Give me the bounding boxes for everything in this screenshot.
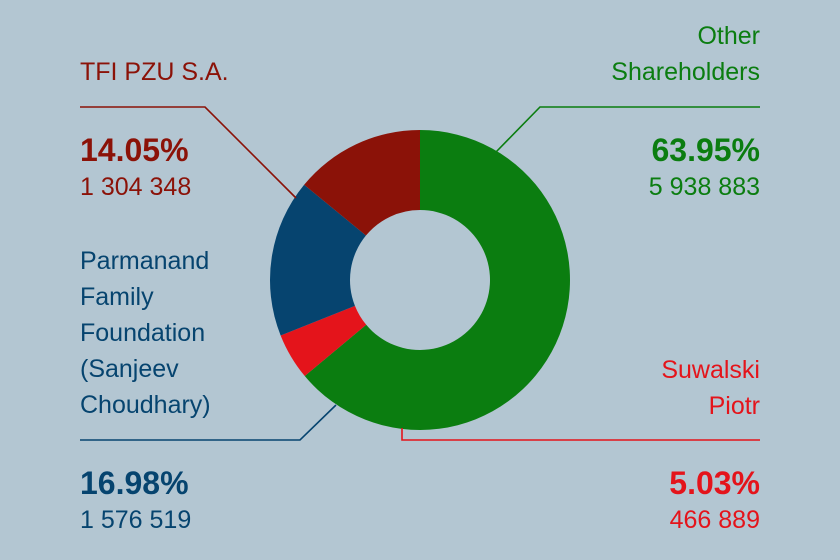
- label-parmanand-line1: Parmanand: [80, 247, 210, 275]
- label-parmanand-line2: Family: [80, 283, 154, 311]
- label-parmanand-name: Parmanand Family Foundation (Sanjeev Cho…: [80, 243, 211, 423]
- label-other-count: 5 938 883: [648, 173, 760, 201]
- label-other-name-line1: Other: [697, 22, 760, 50]
- leader-line-parmanand: [80, 404, 337, 441]
- leader-line-suwalski: [401, 428, 760, 441]
- donut-slice-parmanand-family-foundation-sanjeev-choudhary: [270, 184, 366, 336]
- label-parmanand-count: 1 576 519: [80, 506, 192, 534]
- label-suwalski-line2: Piotr: [708, 392, 760, 420]
- label-parmanand-line5: Choudhary): [80, 391, 211, 419]
- label-tfi-percent: 14.05%: [80, 132, 189, 168]
- label-other-name: Other Shareholders: [611, 18, 760, 90]
- label-parmanand-percent: 16.98%: [80, 465, 189, 501]
- label-suwalski-count: 466 889: [669, 506, 760, 534]
- label-tfi-count: 1 304 348: [80, 173, 192, 201]
- label-tfi-name: TFI PZU S.A.: [80, 58, 229, 86]
- leader-line-tfi: [80, 106, 297, 199]
- donut-slice-tfi-pzu-s-a: [304, 130, 420, 236]
- label-parmanand-line4: (Sanjeev: [80, 355, 179, 383]
- label-parmanand-line3: Foundation: [80, 319, 206, 347]
- label-other-name-line2: Shareholders: [611, 58, 760, 86]
- leader-lines: [80, 106, 760, 441]
- label-other-percent: 63.95%: [651, 132, 760, 168]
- label-suwalski-name: Suwalski Piotr: [661, 352, 760, 424]
- donut-slice-other-shareholders: [304, 130, 571, 431]
- donut-slice-suwalski-piotr: [280, 305, 367, 377]
- label-suwalski-line1: Suwalski: [661, 356, 760, 384]
- label-suwalski-percent: 5.03%: [669, 465, 760, 501]
- leader-line-other: [495, 106, 760, 153]
- donut-slices: [270, 130, 571, 431]
